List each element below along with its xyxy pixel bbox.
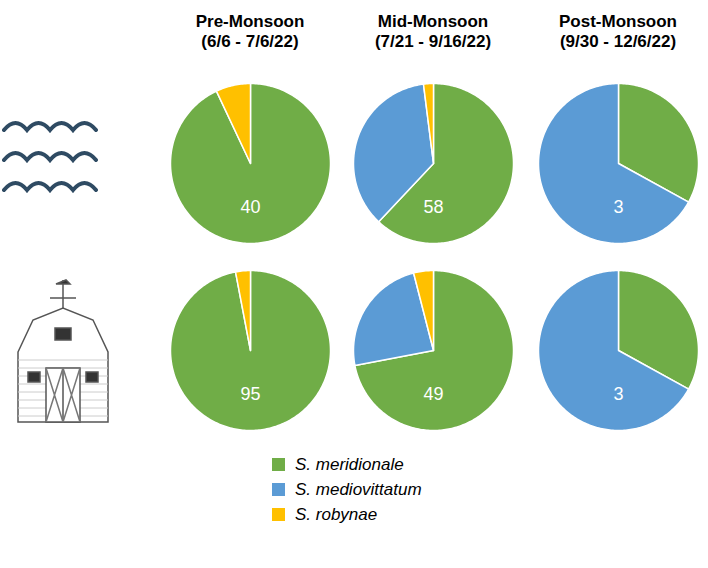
html-text:Pre-Monsoon: Pre-Monsoon <box>195 12 305 31</box>
svg-text:3: 3 <box>613 384 623 404</box>
html-text:S. meridionale: S. meridionale <box>295 454 404 474</box>
html-text:Post-Monsoon: Post-Monsoon <box>559 12 677 31</box>
html-text:(6/6 - 7/6/22): (6/6 - 7/6/22) <box>201 32 299 51</box>
html-text:S. robynae: S. robynae <box>295 504 378 524</box>
html-text:(9/30 - 12/6/22): (9/30 - 12/6/22) <box>559 32 677 51</box>
svg-text:95: 95 <box>240 384 260 404</box>
svg-text:40: 40 <box>240 197 260 217</box>
svg-text:49: 49 <box>423 384 443 404</box>
html-text:Mid-Monsoon: Mid-Monsoon <box>377 12 489 31</box>
svg-text:3: 3 <box>613 197 623 217</box>
html-text:S. mediovittatum: S. mediovittatum <box>295 479 422 499</box>
svg-text:58: 58 <box>423 197 443 217</box>
html-text:(7/21 - 9/16/22): (7/21 - 9/16/22) <box>374 32 492 51</box>
